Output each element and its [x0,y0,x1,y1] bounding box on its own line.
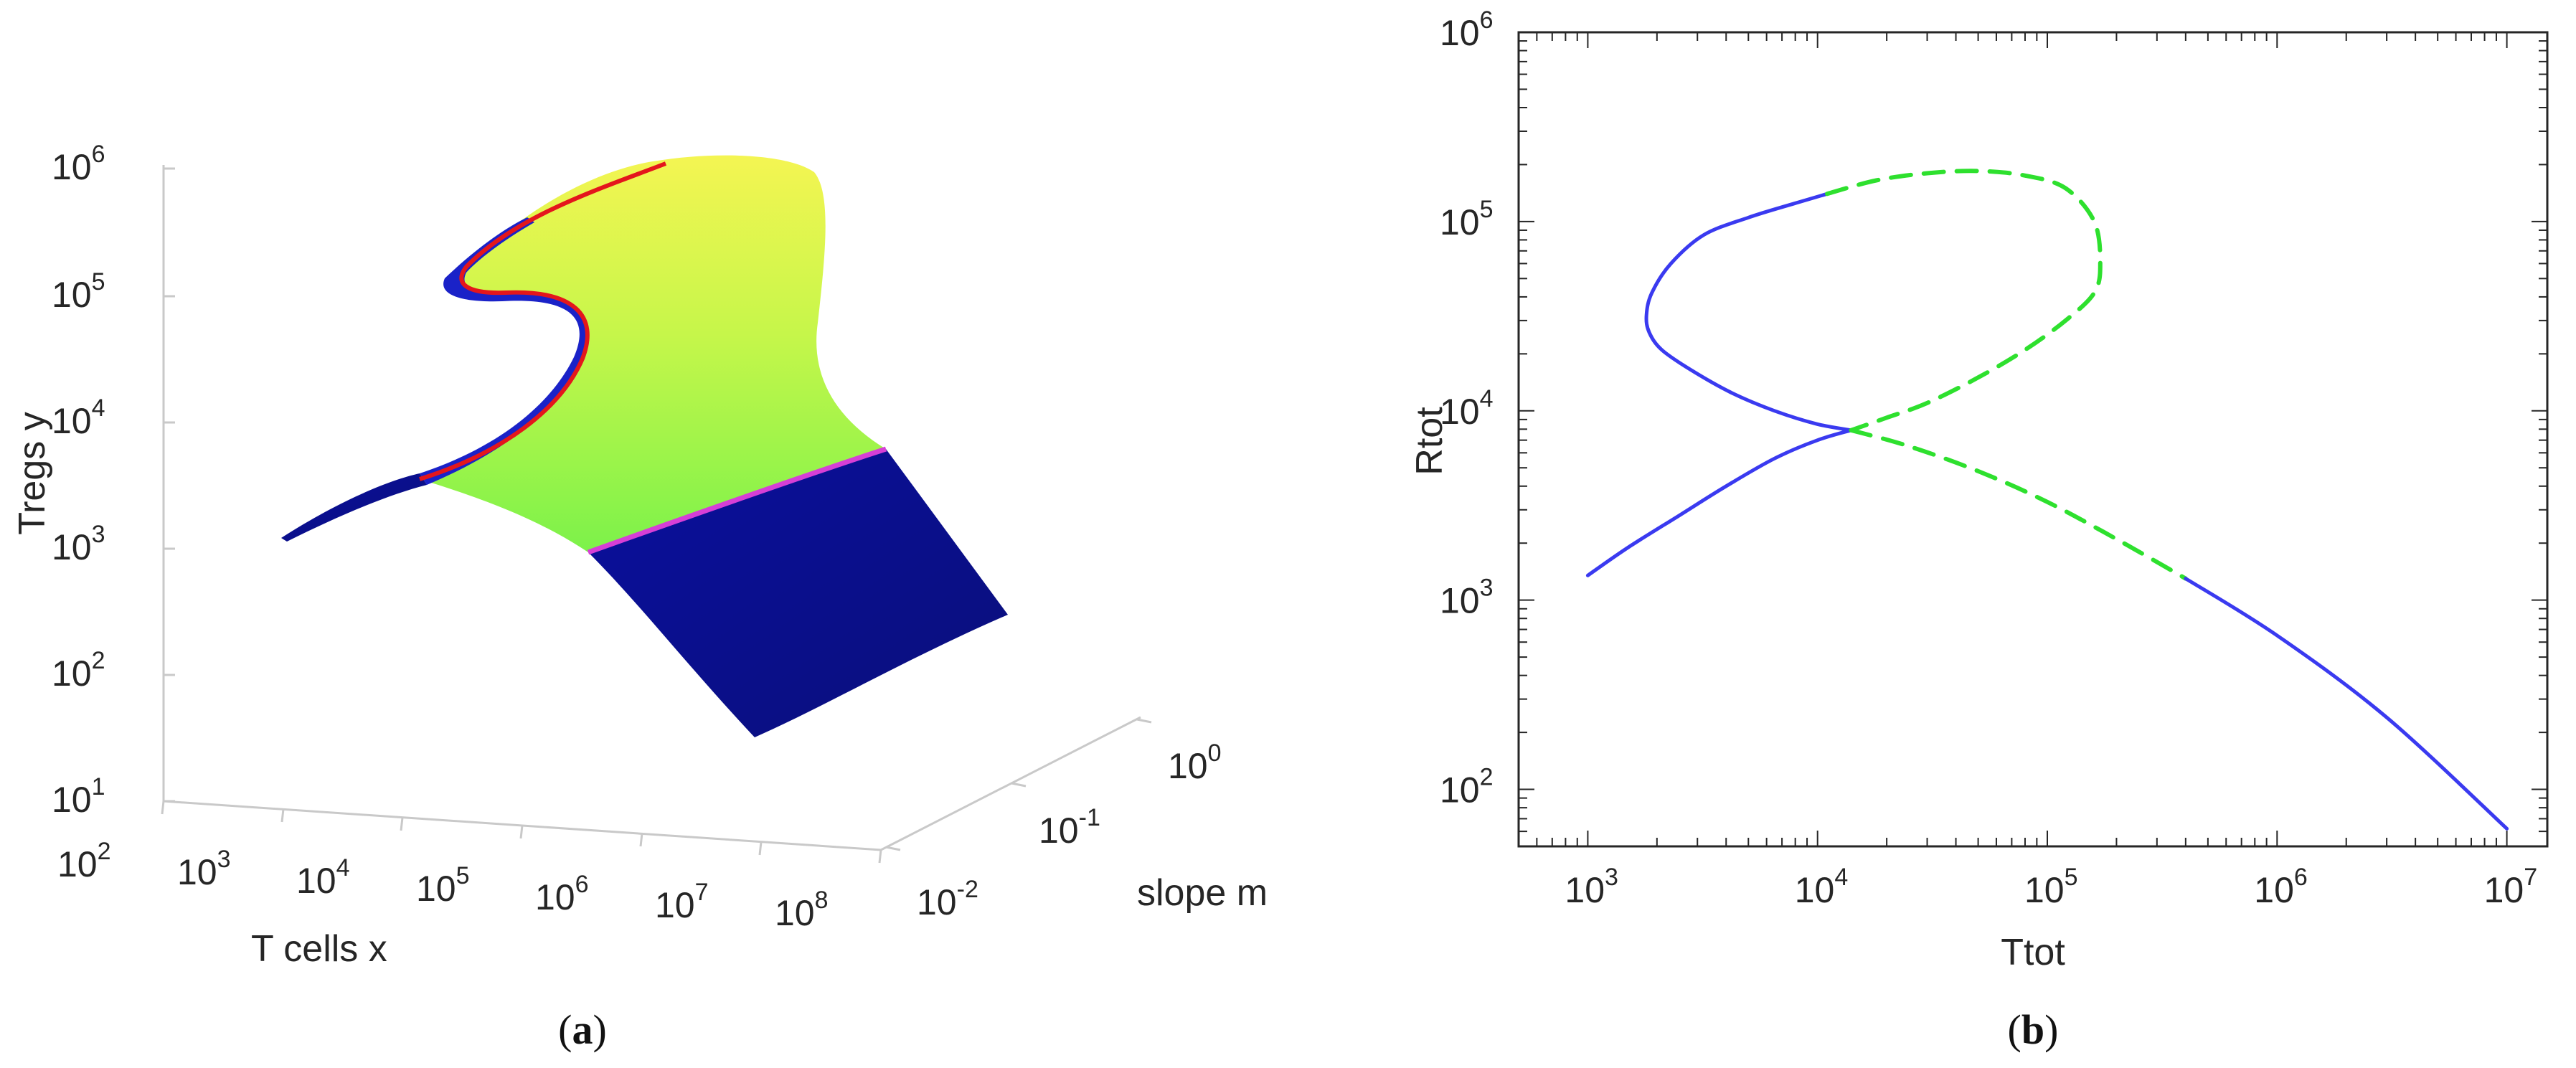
a-x-tick-label: 104 [296,854,350,901]
a-y-axis-label: Tregs y [11,412,53,534]
b-series [1585,169,2509,831]
a-z-tick-label: 100 [1168,739,1222,786]
b-x-axis-label: Ttot [2001,932,2065,973]
b-y-tick-label: 102 [1440,764,1494,811]
a-y-tick-marks [164,167,175,803]
a-y-tick-label: 104 [52,394,105,441]
a-x-axis-label: T cells x [251,928,387,970]
panel-a: 106 105 104 103 102 101 Tregs y 102 103 … [11,141,1268,1053]
a-z-tick-label: 10-2 [917,876,978,922]
b-x-tick-label: 105 [2024,864,2078,910]
a-z-axis-label: slope m [1137,872,1268,914]
b-y-tick-label: 105 [1440,196,1494,242]
b-y-tick-label: 104 [1440,385,1494,432]
b-caption: (b) [2008,1006,2059,1053]
a-fold-line-lower [587,446,887,555]
b-x-tick-label: 107 [2484,864,2538,910]
a-y-tick-label: 103 [52,521,105,567]
b-x-tick-label: 104 [1795,864,1849,910]
a-x-tick-label: 105 [416,862,470,909]
b-y-tick-label: 103 [1440,575,1494,621]
b-plot-frame [1517,31,2549,848]
b-y-axis-label: Rtot [1409,407,1450,476]
a-z-tick-label: 10-1 [1039,804,1100,851]
a-z-tick-marks [885,718,1152,851]
b-tick-labels: 103 104 105 106 107 102 103 104 105 106 [1440,6,2537,910]
b-x-tick-label: 106 [2254,864,2308,910]
b-y-tick-label: 106 [1440,6,1494,53]
b-stable-branch [1644,192,1853,433]
b-unstable-branch [1825,169,2103,433]
a-x-tick-label: 103 [177,846,231,892]
b-stable-branch [2184,577,2509,831]
a-x-tick-label: 102 [57,838,111,884]
b-unstable-branch [1849,427,2188,581]
panel-b: 103 104 105 106 107 102 103 104 105 106 Ttot Rtot… [1409,6,2549,1053]
a-surface-upper [420,155,886,552]
a-y-tick-label: 105 [52,268,105,315]
a-y-tick-label: 101 [52,773,105,820]
a-x-tick-label: 108 [775,887,829,933]
a-surface-low-left [281,473,427,542]
a-y-tick-label: 106 [52,141,105,187]
a-y-tick-label: 102 [52,647,105,694]
a-y-tick-labels: 106 105 104 103 102 101 [52,141,105,820]
a-z-axis-line [880,716,1141,851]
a-caption: (a) [558,1006,607,1053]
a-x-tick-label: 107 [655,879,709,925]
a-x-tick-labels: 102 103 104 105 106 107 108 [57,838,829,933]
b-tick-marks [1518,32,2547,847]
a-surface-low-right [588,449,1008,737]
a-z-tick-labels: 10-2 10-1 100 [917,739,1222,922]
b-stable-branch [1585,428,1853,577]
b-x-tick-label: 103 [1565,864,1618,910]
a-x-tick-marks [161,800,882,864]
a-x-tick-label: 106 [535,871,589,917]
a-fold-line-upper [419,161,667,481]
